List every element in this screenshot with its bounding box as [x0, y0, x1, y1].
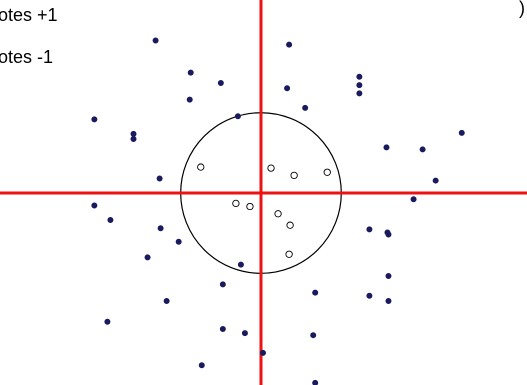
point-plus-27 — [144, 254, 151, 261]
point-plus-41 — [312, 379, 319, 385]
point-minus-1 — [267, 164, 275, 172]
point-plus-17 — [156, 175, 163, 182]
point-plus-39 — [259, 349, 266, 356]
point-plus-3 — [217, 80, 224, 87]
point-plus-35 — [104, 318, 111, 325]
point-plus-15 — [383, 144, 390, 151]
point-plus-20 — [410, 196, 417, 203]
point-minus-6 — [274, 210, 282, 218]
legend-entry-plus: otes +1 — [0, 5, 58, 25]
point-minus-3 — [323, 168, 331, 176]
point-plus-40 — [198, 362, 205, 369]
point-minus-0 — [197, 163, 205, 171]
point-plus-2 — [187, 69, 194, 76]
point-plus-1 — [286, 41, 293, 48]
point-plus-26 — [385, 231, 392, 238]
point-plus-36 — [219, 325, 226, 332]
point-plus-33 — [163, 297, 170, 304]
point-plus-38 — [310, 332, 317, 339]
point-plus-11 — [91, 116, 98, 123]
point-plus-12 — [130, 130, 137, 137]
point-plus-34 — [385, 297, 392, 304]
point-minus-5 — [246, 202, 254, 211]
point-plus-29 — [385, 273, 392, 280]
legend: otes +1 otes -1 ) — [0, 0, 525, 67]
point-plus-18 — [432, 177, 439, 184]
point-minus-7 — [286, 221, 294, 229]
point-plus-7 — [302, 104, 309, 111]
legend-entry-minus: otes -1 — [0, 47, 53, 67]
point-plus-14 — [458, 129, 465, 136]
point-plus-19 — [91, 202, 98, 209]
point-plus-0 — [152, 37, 159, 44]
point-plus-9 — [356, 90, 363, 97]
point-plus-6 — [284, 85, 291, 92]
point-plus-5 — [186, 96, 193, 103]
point-minus-2 — [290, 171, 298, 180]
point-plus-16 — [419, 146, 426, 153]
point-minus-4 — [232, 199, 240, 208]
point-plus-30 — [219, 281, 226, 288]
point-plus-24 — [366, 226, 373, 233]
point-plus-21 — [107, 216, 114, 223]
point-plus-32 — [366, 292, 373, 299]
point-plus-31 — [312, 289, 319, 296]
point-plus-28 — [237, 261, 244, 268]
point-plus-4 — [356, 73, 363, 80]
point-plus-10 — [234, 113, 241, 120]
point-plus-8 — [356, 82, 363, 89]
point-minus-8 — [285, 250, 293, 258]
points-layer — [91, 37, 465, 385]
point-plus-13 — [130, 136, 137, 143]
point-plus-22 — [157, 225, 164, 232]
point-plus-23 — [175, 238, 182, 245]
legend-corner-fragment: ) — [519, 0, 525, 18]
point-plus-37 — [241, 330, 248, 337]
